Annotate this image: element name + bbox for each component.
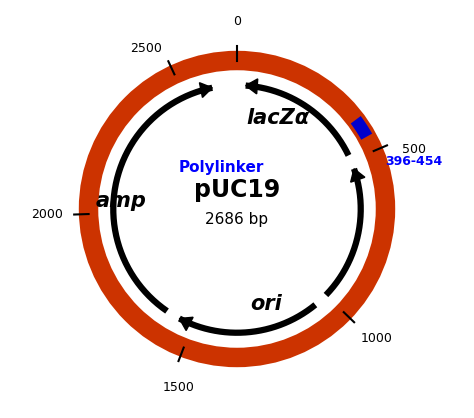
Polygon shape <box>179 317 193 331</box>
Text: amp: amp <box>96 191 147 211</box>
Text: 1000: 1000 <box>361 332 393 345</box>
Text: 1500: 1500 <box>163 381 194 394</box>
Text: 396-454: 396-454 <box>385 155 443 168</box>
Text: lacZα: lacZα <box>246 108 310 128</box>
Text: Polylinker: Polylinker <box>178 160 264 175</box>
Polygon shape <box>351 169 365 182</box>
Text: 2000: 2000 <box>31 208 64 221</box>
Text: 500: 500 <box>402 143 426 156</box>
Text: 2686 bp: 2686 bp <box>205 212 269 227</box>
Text: 2500: 2500 <box>130 42 162 56</box>
Text: 0: 0 <box>233 15 241 28</box>
Text: pUC19: pUC19 <box>194 178 280 202</box>
Polygon shape <box>246 79 258 94</box>
Polygon shape <box>200 83 212 97</box>
Text: ori: ori <box>250 294 282 314</box>
